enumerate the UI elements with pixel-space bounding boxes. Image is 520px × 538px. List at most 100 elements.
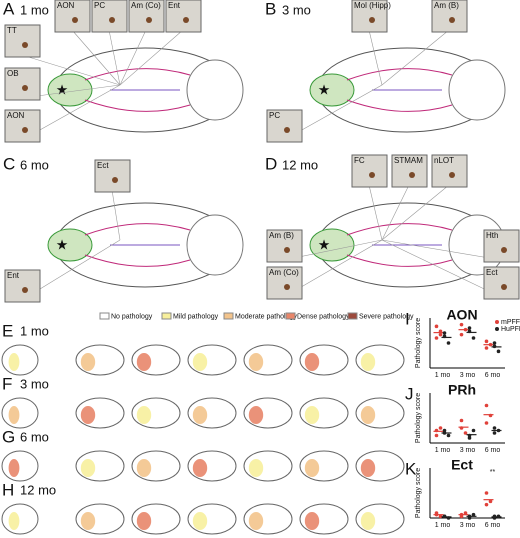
- stain: [284, 127, 290, 133]
- micrograph: [391, 154, 428, 188]
- cerebellum: [186, 59, 244, 121]
- x-tick-label: 1 mo: [435, 372, 451, 379]
- y-label: Pathology score: [415, 468, 422, 518]
- x-tick-label: 6 mo: [485, 522, 501, 529]
- plot-letter: I: [405, 309, 410, 328]
- micrograph: [4, 67, 41, 101]
- legend-label: Dense pathology: [297, 313, 350, 320]
- micrograph: [266, 109, 303, 143]
- inset-label: Ect: [97, 161, 109, 170]
- legend-label: No pathology: [111, 313, 153, 320]
- micrograph: [483, 229, 520, 263]
- data-point: [488, 342, 493, 347]
- panel-age: 12 mo: [282, 157, 318, 172]
- stain: [72, 17, 78, 23]
- inset-label: Am (B): [434, 1, 459, 10]
- micrograph: [165, 0, 202, 33]
- stain: [284, 284, 290, 290]
- legend-label: Severe pathology: [359, 313, 414, 320]
- micrograph: [431, 154, 468, 188]
- section-shade: [304, 353, 320, 371]
- data-point: [463, 327, 468, 332]
- data-point: [442, 514, 447, 519]
- panel-letter: A: [3, 0, 15, 18]
- data-point: [459, 332, 464, 337]
- data-point: [467, 516, 472, 520]
- data-point: [488, 499, 493, 504]
- row-age: 3 mo: [20, 376, 49, 391]
- inset-label: TT: [7, 26, 17, 35]
- x-tick-label: 3 mo: [460, 447, 476, 454]
- star: ★: [318, 237, 331, 253]
- y-label: Pathology score: [415, 393, 422, 443]
- legend-swatch: [223, 312, 234, 320]
- data-point: [488, 413, 493, 418]
- data-point: [484, 491, 489, 495]
- section-shade: [304, 512, 320, 530]
- data-point: [446, 516, 451, 520]
- data-point: [492, 431, 497, 435]
- row-age: 1 mo: [20, 323, 49, 338]
- leader-line: [381, 184, 450, 241]
- data-point: [459, 426, 464, 430]
- inset-label: Ect: [486, 268, 498, 277]
- data-point: [434, 324, 439, 329]
- plot-title: AON: [446, 307, 477, 323]
- data-point: [467, 326, 472, 330]
- micrograph: [4, 24, 41, 58]
- legend-swatch: [285, 312, 296, 320]
- star: ★: [56, 237, 69, 253]
- data-point: [484, 421, 489, 425]
- inset-label: FC: [354, 156, 365, 165]
- data-point: [434, 336, 439, 340]
- stain: [501, 284, 507, 290]
- micrograph: [94, 159, 131, 193]
- stain: [112, 177, 118, 183]
- inset-label: PC: [94, 1, 105, 10]
- section-shade: [192, 459, 208, 477]
- section-shade: [8, 353, 20, 371]
- micrograph: [4, 109, 41, 143]
- data-point: [438, 329, 443, 334]
- micrograph: [266, 229, 303, 263]
- stain: [369, 17, 375, 23]
- plot-title: Ect: [451, 457, 473, 473]
- inset-label: Ent: [168, 1, 181, 10]
- leader-line: [108, 29, 121, 86]
- pathway: [84, 223, 191, 267]
- micrograph: [266, 266, 303, 300]
- micrograph: [483, 266, 520, 300]
- data-point: [496, 428, 501, 433]
- leader-line: [71, 29, 121, 86]
- stain: [22, 42, 28, 48]
- data-point: [471, 428, 476, 433]
- legend-dot: [495, 320, 499, 324]
- data-point: [438, 514, 443, 519]
- micrograph: [91, 0, 128, 33]
- row-age: 6 mo: [20, 429, 49, 444]
- cerebellum: [186, 214, 244, 276]
- stain: [22, 127, 28, 133]
- inset-label: Mol (Hipp): [354, 1, 391, 10]
- data-point: [442, 331, 447, 335]
- section-shade: [80, 406, 96, 424]
- data-point: [446, 433, 451, 438]
- section-shade: [136, 512, 152, 530]
- section-shade: [80, 353, 96, 371]
- stain: [146, 17, 152, 23]
- row-letter: F: [2, 374, 12, 393]
- data-point: [492, 341, 497, 345]
- x-tick-label: 1 mo: [435, 522, 451, 529]
- stain: [22, 287, 28, 293]
- leader-line: [119, 29, 184, 86]
- data-point: [438, 426, 443, 430]
- leader-line: [381, 184, 410, 241]
- legend-label: Moderate pathology: [235, 313, 297, 320]
- inset-label: AON: [7, 111, 25, 120]
- olfactory-region: [47, 228, 93, 262]
- section-shade: [304, 406, 320, 424]
- section-shade: [360, 459, 376, 477]
- micrograph: [431, 0, 468, 33]
- data-point: [463, 431, 468, 435]
